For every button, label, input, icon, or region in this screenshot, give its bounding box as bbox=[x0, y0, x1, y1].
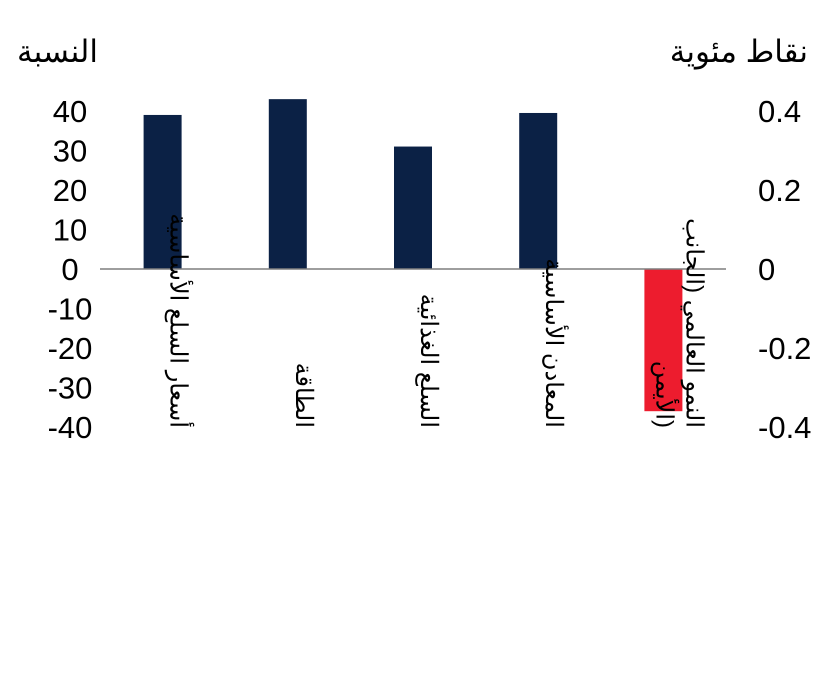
left-tick-label: -10 bbox=[48, 292, 93, 327]
category-label: أسعار السلع الأساسية bbox=[165, 213, 196, 428]
left-tick-label: 20 bbox=[53, 173, 87, 208]
category-label-line: النمو العالمي (الجانب bbox=[680, 218, 707, 428]
category-label-line: الأيمن) bbox=[650, 361, 680, 428]
left-tick-label: -40 bbox=[48, 410, 93, 445]
category-label: الطاقة bbox=[290, 363, 317, 428]
bar bbox=[394, 146, 432, 269]
bar bbox=[519, 112, 558, 269]
category-label-line: السلع الغذائية bbox=[415, 294, 442, 428]
bar bbox=[143, 114, 182, 269]
bars bbox=[143, 99, 683, 412]
left-tick-label: 30 bbox=[53, 134, 87, 169]
bar bbox=[268, 99, 307, 270]
bar bbox=[644, 269, 683, 412]
left-tick-label: -20 bbox=[48, 331, 93, 366]
left-tick-label: 0 bbox=[61, 252, 78, 287]
left-axis-label: النسبة bbox=[17, 34, 98, 69]
category-label-line: أسعار السلع الأساسية bbox=[165, 213, 196, 428]
category-label: السلع الغذائية bbox=[415, 294, 442, 428]
right-tick-label: -0.2 bbox=[758, 331, 811, 366]
left-axis-ticks: 40 30 20 10 0 -10 -20 -30 -40 bbox=[48, 94, 93, 445]
left-tick-label: -30 bbox=[48, 371, 93, 406]
right-tick-label: 0 bbox=[758, 252, 775, 287]
right-axis-label: نقاط مئوية bbox=[670, 34, 808, 70]
category-label: المعادن الأساسية bbox=[540, 258, 570, 428]
category-labels: أسعار السلع الأساسية الطاقة السلع الغذائية… bbox=[165, 213, 708, 428]
category-label-line: المعادن الأساسية bbox=[540, 258, 570, 428]
right-tick-label: -0.4 bbox=[758, 410, 811, 445]
category-label-line: الطاقة bbox=[290, 363, 317, 428]
right-tick-label: 0.4 bbox=[758, 94, 801, 129]
left-tick-label: 40 bbox=[53, 94, 87, 129]
left-tick-label: 10 bbox=[53, 213, 87, 248]
right-axis-ticks: 0.4 0.2 0 -0.2 -0.4 bbox=[758, 94, 811, 445]
right-tick-label: 0.2 bbox=[758, 173, 801, 208]
